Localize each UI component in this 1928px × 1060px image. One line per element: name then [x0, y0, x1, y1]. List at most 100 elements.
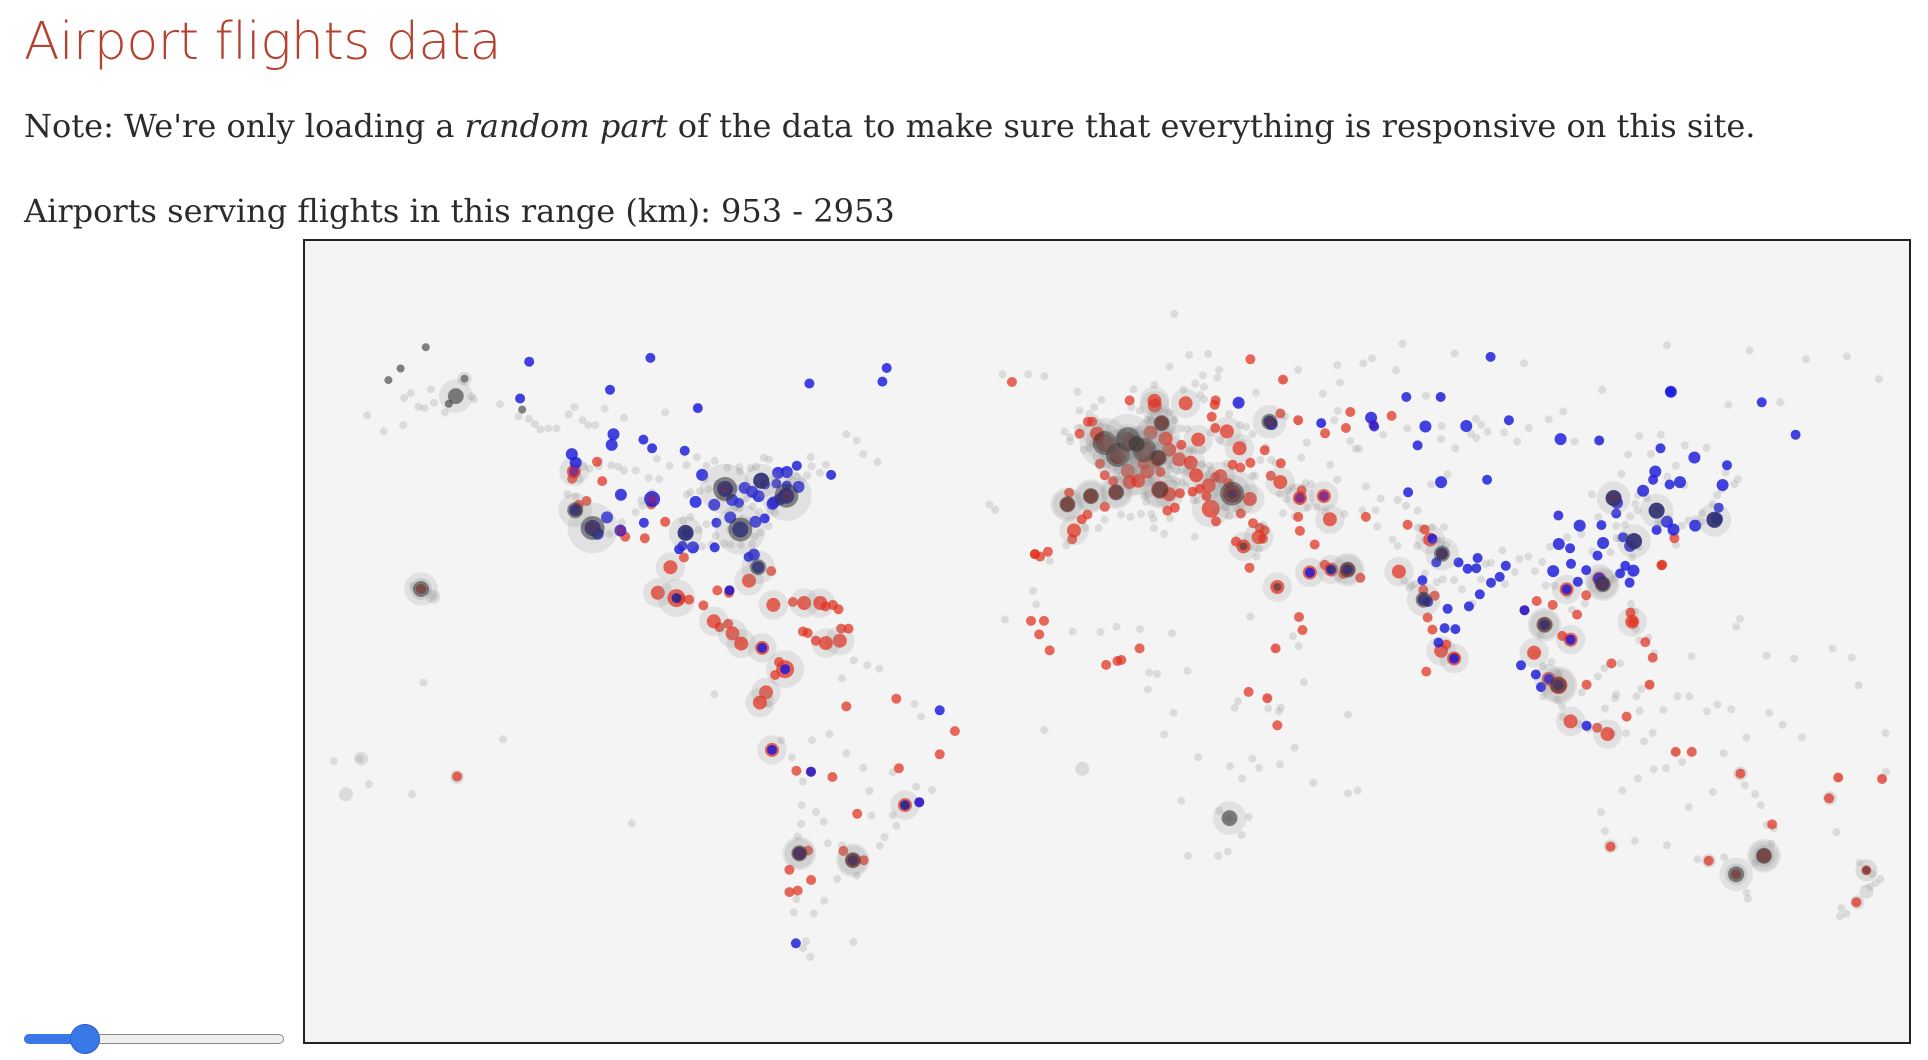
airport-marker-grey[interactable]	[1112, 622, 1121, 631]
airport-marker-grey[interactable]	[1168, 629, 1177, 638]
airport-marker-grey[interactable]	[1198, 445, 1207, 454]
airport-marker-grey[interactable]	[1684, 803, 1693, 811]
airport-marker-dark[interactable]	[413, 581, 429, 597]
airport-marker-grey[interactable]	[1045, 556, 1054, 565]
slider-thumb[interactable]	[70, 1024, 100, 1054]
airport-marker-blue[interactable]	[757, 642, 768, 653]
airport-marker-grey[interactable]	[1355, 444, 1363, 453]
airport-marker-grey[interactable]	[1437, 422, 1446, 430]
airport-marker-grey[interactable]	[927, 786, 936, 795]
airport-marker-grey[interactable]	[1443, 470, 1452, 479]
airport-marker-red[interactable]	[766, 566, 777, 577]
airport-marker-grey[interactable]	[1170, 309, 1179, 318]
airport-marker-grey[interactable]	[1166, 465, 1174, 474]
airport-marker-grey[interactable]	[1066, 433, 1075, 442]
airport-marker-grey[interactable]	[1520, 359, 1529, 368]
airport-marker-dark[interactable]	[421, 343, 430, 352]
airport-marker-grey[interactable]	[1080, 445, 1088, 454]
airport-marker-grey[interactable]	[1244, 813, 1253, 822]
airport-marker-grey[interactable]	[1068, 627, 1077, 636]
airport-marker-dark[interactable]	[728, 517, 753, 542]
airport-marker-grey[interactable]	[752, 462, 760, 471]
airport-marker-grey[interactable]	[1410, 580, 1419, 589]
airport-marker-grey[interactable]	[1149, 524, 1158, 532]
airport-marker-red[interactable]	[1201, 499, 1220, 518]
airport-marker-grey[interactable]	[570, 403, 579, 412]
airport-marker-blue[interactable]	[1471, 563, 1482, 574]
airport-marker-grey[interactable]	[1256, 455, 1265, 464]
airport-marker-dark[interactable]	[1059, 496, 1076, 513]
airport-marker-red[interactable]	[1189, 468, 1204, 483]
airport-marker-dark[interactable]	[1605, 490, 1622, 507]
airport-marker-grey[interactable]	[1150, 380, 1159, 389]
airport-marker-grey[interactable]	[1333, 361, 1342, 370]
airport-marker-grey[interactable]	[661, 408, 670, 417]
airport-marker-grey[interactable]	[1282, 495, 1291, 503]
airport-marker-grey[interactable]	[750, 532, 759, 541]
airport-marker-grey[interactable]	[1165, 408, 1174, 417]
airport-marker-purple[interactable]	[1294, 493, 1305, 504]
airport-marker-grey[interactable]	[1264, 704, 1273, 713]
airport-marker-red[interactable]	[1245, 354, 1256, 365]
airport-marker-blue[interactable]	[826, 469, 837, 480]
airport-marker-grey[interactable]	[1871, 878, 1880, 887]
airport-marker-grey[interactable]	[1553, 695, 1562, 704]
airport-marker-grey[interactable]	[1283, 486, 1292, 495]
airport-marker-grey[interactable]	[1126, 512, 1135, 521]
airport-marker-grey[interactable]	[1085, 444, 1094, 453]
airport-marker-grey[interactable]	[1721, 468, 1730, 477]
airport-marker-red[interactable]	[1201, 491, 1212, 502]
airport-marker-blue[interactable]	[1689, 519, 1702, 532]
airport-marker-grey[interactable]	[821, 460, 830, 469]
airport-marker-red[interactable]	[1640, 637, 1651, 648]
airport-marker-grey[interactable]	[578, 416, 587, 425]
airport-marker-red[interactable]	[1421, 666, 1432, 677]
airport-marker-dark[interactable]	[1152, 481, 1168, 498]
airport-marker-blue[interactable]	[645, 352, 656, 363]
airport-marker-grey[interactable]	[1802, 355, 1810, 364]
airport-marker-grey[interactable]	[1778, 720, 1787, 729]
airport-marker-red[interactable]	[592, 456, 602, 467]
airport-marker-grey[interactable]	[1765, 708, 1774, 717]
airport-marker-blue[interactable]	[524, 356, 535, 367]
airport-marker-blue[interactable]	[601, 511, 613, 524]
airport-marker-grey[interactable]	[1646, 450, 1655, 459]
airport-marker-grey[interactable]	[1587, 490, 1596, 499]
airport-marker-grey[interactable]	[1309, 778, 1318, 787]
airport-marker-grey[interactable]	[1214, 851, 1223, 860]
airport-marker-dark[interactable]	[1728, 866, 1745, 883]
airport-marker-blue[interactable]	[1615, 568, 1626, 579]
airport-marker-grey[interactable]	[1876, 875, 1885, 883]
airport-marker-red[interactable]	[1099, 501, 1110, 512]
airport-marker-blue[interactable]	[1624, 577, 1635, 588]
airport-marker-grey[interactable]	[1169, 708, 1178, 717]
airport-marker-grey[interactable]	[1673, 692, 1682, 701]
airport-marker-grey[interactable]	[1196, 391, 1205, 400]
airport-marker-grey[interactable]	[797, 801, 806, 810]
airport-marker-grey[interactable]	[1501, 580, 1509, 589]
airport-marker-dark[interactable]	[1261, 413, 1278, 430]
airport-marker-grey[interactable]	[1544, 415, 1553, 424]
airport-marker-grey[interactable]	[1600, 704, 1609, 713]
airport-marker-grey[interactable]	[1373, 522, 1382, 531]
airport-marker-blue[interactable]	[1232, 396, 1245, 409]
airport-marker-grey[interactable]	[807, 462, 816, 471]
airport-marker-grey[interactable]	[1166, 514, 1174, 523]
airport-marker-red[interactable]	[714, 622, 725, 633]
airport-marker-blue[interactable]	[1565, 634, 1576, 645]
airport-marker-grey[interactable]	[1882, 767, 1890, 776]
airport-marker-grey[interactable]	[880, 833, 889, 841]
airport-marker-blue[interactable]	[647, 443, 658, 454]
airport-marker-grey[interactable]	[1174, 477, 1183, 486]
airport-marker-red[interactable]	[891, 693, 902, 704]
airport-marker-grey[interactable]	[1275, 707, 1283, 716]
airport-marker-grey[interactable]	[702, 461, 711, 470]
airport-marker-grey[interactable]	[1413, 523, 1422, 532]
airport-marker-red[interactable]	[581, 496, 592, 506]
airport-marker-grey[interactable]	[1400, 576, 1409, 585]
airport-marker-red[interactable]	[1621, 711, 1632, 722]
airport-marker-grey[interactable]	[564, 410, 573, 419]
airport-marker-grey[interactable]	[1513, 437, 1522, 446]
airport-marker-red[interactable]	[1227, 459, 1238, 470]
airport-marker-blue[interactable]	[1500, 560, 1511, 571]
